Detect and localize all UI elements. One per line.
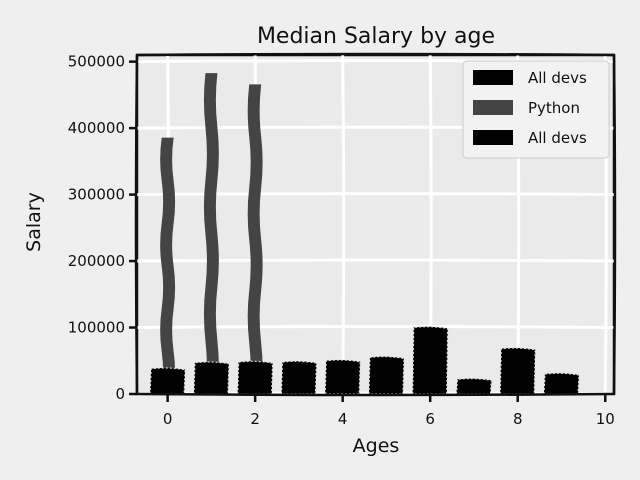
bar-all-devs-2-5 xyxy=(368,356,405,395)
bar-python-1-1 xyxy=(203,73,219,395)
y-tick-label-2: 200000 xyxy=(68,252,125,270)
y-grid-line-1 xyxy=(136,325,615,330)
x-axis-line xyxy=(136,392,615,397)
right-spine xyxy=(612,54,617,395)
bar-all-devs-2-0 xyxy=(149,367,186,395)
x-tick-label-0: 0 xyxy=(163,410,173,428)
y-tick-label-3: 300000 xyxy=(68,186,125,204)
chart-title: Median Salary by age xyxy=(257,24,495,49)
y-tick-label-4: 400000 xyxy=(68,119,125,137)
bar-python-1-2 xyxy=(247,84,263,395)
x-grid-line-2 xyxy=(341,54,346,395)
legend-swatch-python xyxy=(473,100,513,115)
y-grid-line-3 xyxy=(136,192,615,197)
x-tick-label-3: 6 xyxy=(425,410,435,428)
y-tick-label-0: 0 xyxy=(115,385,125,403)
bar-all-devs-2-1 xyxy=(193,361,230,395)
legend-swatch-all-devs-1 xyxy=(473,70,513,85)
plot-frame xyxy=(134,52,617,397)
bar-all-devs-2-6 xyxy=(412,326,449,395)
y-grid-line-2 xyxy=(136,258,615,263)
x-tick-label-5: 10 xyxy=(596,410,615,428)
legend: All devs Python All devs xyxy=(462,60,610,159)
bar-all-devs-2-9 xyxy=(543,372,580,395)
legend-swatch-all-devs-2 xyxy=(473,130,513,145)
legend-label-all-devs-2: All devs xyxy=(528,129,587,147)
bar-all-devs-2-8 xyxy=(499,347,536,395)
top-spine xyxy=(136,52,615,57)
legend-label-all-devs-1: All devs xyxy=(528,69,587,87)
bar-python-1-0 xyxy=(160,137,176,395)
bars-layer xyxy=(149,73,580,395)
x-tick-label-1: 2 xyxy=(250,410,260,428)
y-axis-line xyxy=(134,54,139,395)
legend-label-python: Python xyxy=(528,99,580,117)
bar-all-devs-2-3 xyxy=(280,360,318,395)
y-axis-label: Salary xyxy=(23,192,45,252)
x-tick-label-2: 4 xyxy=(338,410,348,428)
bar-all-devs-2-4 xyxy=(324,359,361,395)
y-tick-label-1: 100000 xyxy=(68,319,125,337)
x-tick-label-4: 8 xyxy=(513,410,523,428)
bar-all-devs-2-2 xyxy=(237,360,274,395)
x-axis-label: Ages xyxy=(353,435,400,457)
tick-layer: 0 2 4 6 8 10 0 100000 200000 300000 400000 500000 xyxy=(68,53,615,428)
bar-all-devs-2-7 xyxy=(455,377,493,395)
y-tick-label-5: 500000 xyxy=(68,53,125,71)
